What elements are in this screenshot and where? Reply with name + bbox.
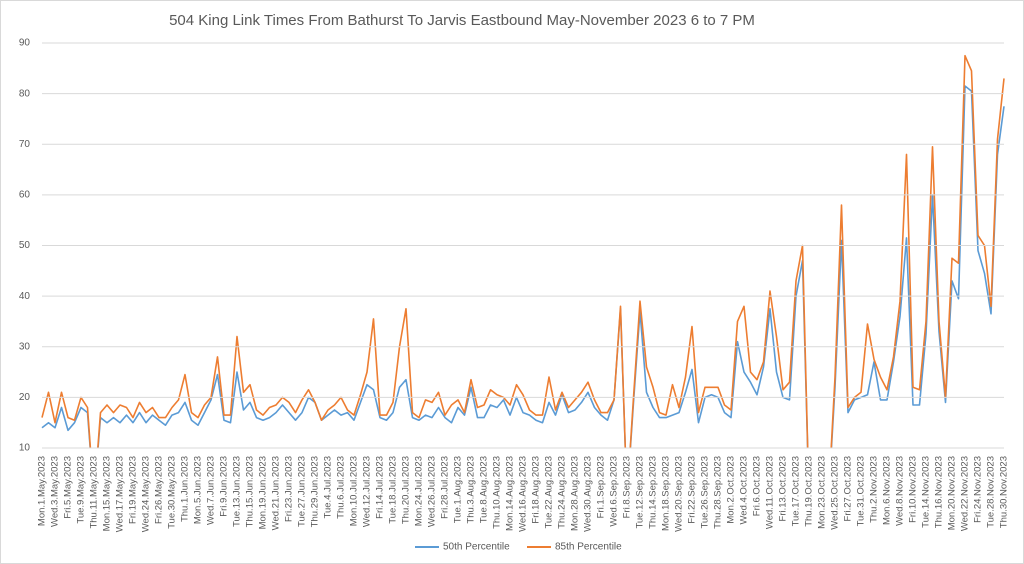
x-tick-label: Tue.28.Nov.2023 (986, 456, 997, 528)
x-tick-label: Wed.3.May.2023 (50, 456, 61, 527)
data-line (41, 54, 1005, 448)
x-tick-label: Thu.30.Nov.2023 (999, 456, 1010, 528)
x-tick-label: Wed.11.Oct.2023 (765, 456, 776, 529)
x-tick-label: Mon.6.Nov.2023 (882, 456, 893, 525)
y-tick-label: 90 (19, 38, 31, 49)
x-tick-label: Wed.21.Jun.2023 (271, 456, 282, 530)
y-tick-label: 50 (19, 240, 31, 251)
x-tick-label: Tue.17.Oct.2023 (791, 456, 802, 526)
x-tick-label: Wed.8.Nov.2023 (895, 456, 906, 526)
x-tick-label: Tue.27.Jun.2023 (297, 456, 308, 527)
x-tick-label: Thu.24.Aug.2023 (557, 456, 568, 529)
x-tick-label: Mon.5.Jun.2023 (193, 456, 204, 524)
x-tick-label: Thu.19.Oct.2023 (804, 456, 815, 527)
x-tick-label: Tue.4.Jul.2023 (323, 456, 334, 519)
x-tick-label: Thu.1.Jun.2023 (180, 456, 191, 522)
x-tick-label: Tue.14.Nov.2023 (921, 456, 932, 528)
x-tick-label: Fri.23.Jun.2023 (284, 456, 295, 522)
x-tick-label: Tue.22.Aug.2023 (544, 456, 555, 529)
x-tick-label: Fri.8.Sep.2023 (622, 456, 633, 518)
x-tick-label: Tue.31.Oct.2023 (856, 456, 867, 526)
x-tick-label: Thu.10.Aug.2023 (492, 456, 503, 529)
x-tick-label: Fri.10.Nov.2023 (908, 456, 919, 523)
x-tick-label: Mon.28.Aug.2023 (570, 456, 581, 531)
x-tick-label: Wed.6.Sep.2023 (609, 456, 620, 527)
x-tick-label: Wed.22.Nov.2023 (960, 456, 971, 531)
x-tick-label: Thu.20.Jul.2023 (401, 456, 412, 524)
x-tick-label: Fri.14.Jul.2023 (375, 456, 386, 519)
x-tick-label: Thu.6.Jul.2023 (336, 456, 347, 519)
y-tick-label: 10 (19, 443, 31, 454)
x-tick-label: Mon.23.Oct.2023 (817, 456, 828, 529)
y-tick-label: 70 (19, 139, 31, 150)
x-tick-label: Tue.26.Sep.2023 (700, 456, 711, 529)
x-tick-label: Mon.2.Oct.2023 (726, 456, 737, 524)
x-tick-label: Fri.9.Jun.2023 (219, 456, 230, 517)
x-tick-label: Mon.1.May.2023 (37, 456, 48, 526)
x-tick-label: Thu.14.Sep.2023 (648, 456, 659, 529)
x-tick-label: Mon.14.Aug.2023 (505, 456, 516, 531)
y-tick-label: 80 (19, 88, 31, 99)
x-tick-label: Fri.18.Aug.2023 (531, 456, 542, 524)
x-tick-label: Wed.26.Jul.2023 (427, 456, 438, 527)
x-tick-label: Fri.28.Jul.2023 (440, 456, 451, 519)
y-tick-label: 30 (19, 341, 31, 352)
y-tick-label: 60 (19, 190, 31, 201)
x-tick-label: Fri.5.May.2023 (63, 456, 74, 519)
x-tick-label: Fri.22.Sep.2023 (687, 456, 698, 524)
x-tick-label: Wed.16.Aug.2023 (518, 456, 529, 532)
x-tick-label: Fri.1.Sep.2023 (596, 456, 607, 518)
chart-title: 504 King Link Times From Bathurst To Jar… (169, 12, 755, 29)
x-tick-label: Thu.15.Jun.2023 (245, 456, 256, 527)
x-tick-label: Thu.11.May.2023 (89, 456, 100, 529)
x-tick-label: Tue.1.Aug.2023 (453, 456, 464, 523)
data-line (41, 85, 1005, 448)
x-tick-label: Mon.10.Jul.2023 (349, 456, 360, 526)
y-tick-label: 40 (19, 291, 31, 302)
legend-label: 50th Percentile (443, 542, 510, 553)
plot-area (41, 54, 1005, 448)
y-tick-label: 20 (19, 392, 31, 403)
x-tick-label: Wed.30.Aug.2023 (583, 456, 594, 532)
x-tick-label: Tue.13.Jun.2023 (232, 456, 243, 527)
x-tick-label: Wed.12.Jul.2023 (362, 456, 373, 527)
x-tick-label: Thu.3.Aug.2023 (466, 456, 477, 524)
x-tick-label: Mon.20.Nov.2023 (947, 456, 958, 530)
x-tick-label: Wed.4.Oct.2023 (739, 456, 750, 524)
x-tick-label: Thu.28.Sep.2023 (713, 456, 724, 529)
x-tick-label: Wed.7.Jun.2023 (206, 456, 217, 525)
x-tick-label: Tue.8.Aug.2023 (479, 456, 490, 523)
x-tick-label: Fri.24.Nov.2023 (973, 456, 984, 523)
x-tick-label: Tue.9.May.2023 (76, 456, 87, 524)
x-tick-label: Tue.12.Sep.2023 (635, 456, 646, 529)
x-tick-label: Wed.17.May.2023 (115, 456, 126, 532)
x-tick-label: Fri.27.Oct.2023 (843, 456, 854, 521)
x-tick-label: Tue.30.May.2023 (167, 456, 178, 529)
legend-label: 85th Percentile (555, 542, 622, 553)
x-tick-label: Mon.18.Sep.2023 (661, 456, 672, 531)
x-tick-label: Fri.19.May.2023 (128, 456, 139, 524)
x-tick-label: Thu.29.Jun.2023 (310, 456, 321, 527)
x-tick-label: Thu.2.Nov.2023 (869, 456, 880, 523)
x-tick-label: Tue.18.Jul.2023 (388, 456, 399, 524)
x-tick-label: Mon.19.Jun.2023 (258, 456, 269, 529)
x-tick-label: Wed.20.Sep.2023 (674, 456, 685, 532)
x-tick-label: Fri.6.Oct.2023 (752, 456, 763, 516)
x-tick-label: Mon.24.Jul.2023 (414, 456, 425, 526)
x-tick-label: Fri.13.Oct.2023 (778, 456, 789, 521)
x-tick-label: Fri.26.May.2023 (154, 456, 165, 524)
x-tick-label: Wed.25.Oct.2023 (830, 456, 841, 530)
x-tick-label: Thu.16.Nov.2023 (934, 456, 945, 528)
x-tick-label: Mon.15.May.2023 (102, 456, 113, 531)
x-tick-label: Wed.24.May.2023 (141, 456, 152, 532)
